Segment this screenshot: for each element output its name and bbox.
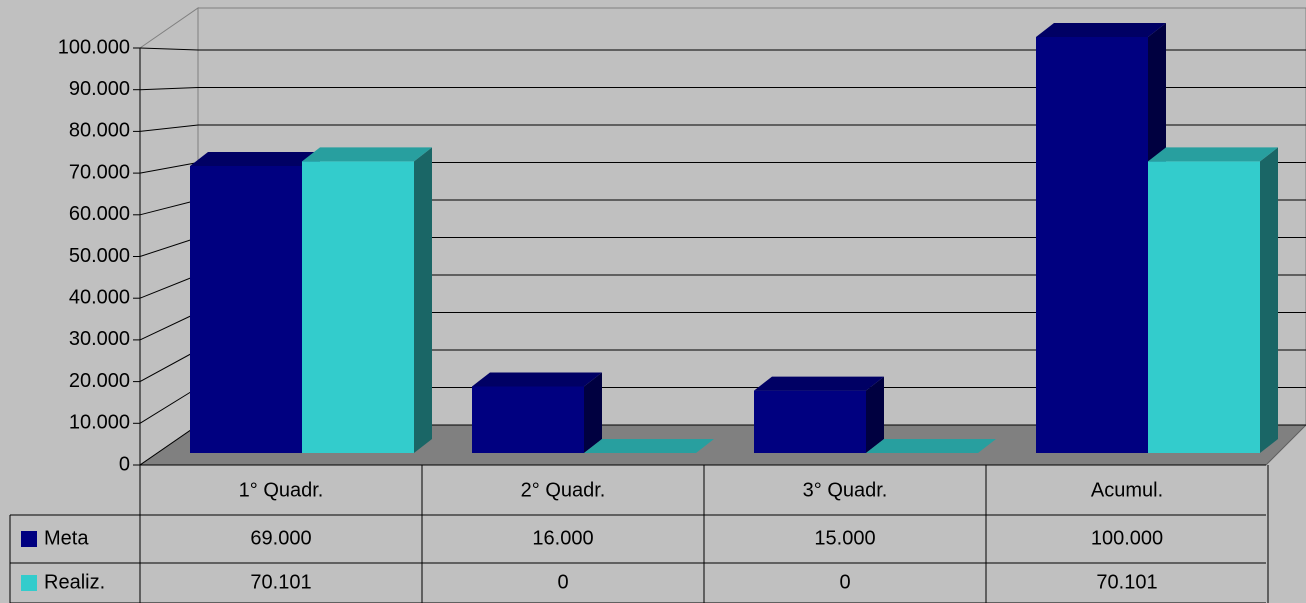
bars (190, 23, 1278, 454)
bar-side (1260, 147, 1278, 454)
bar-top (754, 376, 884, 391)
table-value: 16.000 (532, 527, 593, 549)
y-tick-label: 20.000 (69, 370, 130, 392)
legend-swatch (21, 575, 37, 591)
side-wall (139, 7, 199, 466)
y-tick-label: 40.000 (69, 286, 130, 308)
grid-line-side (139, 162, 199, 174)
y-tick-label: 10.000 (69, 412, 130, 434)
bar (190, 165, 302, 453)
bar (1036, 37, 1148, 453)
grid-line-side (139, 124, 199, 132)
grid-line-side (139, 387, 199, 424)
y-tick-label: 100.000 (58, 36, 130, 58)
bar (472, 386, 584, 453)
bar-side (866, 376, 884, 453)
y-tick-label: 0 (119, 453, 130, 475)
bar (1148, 161, 1260, 454)
legend-label: Realiz. (44, 571, 105, 593)
bar-top (190, 151, 320, 166)
data-table: 1° Quadr. 2° Quadr. 3° Quadr. Acumul. Meta 69… (9, 464, 1269, 603)
bar-top (1036, 23, 1166, 37)
table-value: 70.101 (1096, 571, 1157, 593)
table-value: 0 (839, 571, 850, 593)
bar-top (584, 439, 714, 453)
grid-line-side (139, 274, 199, 299)
category-label: 1° Quadr. (239, 479, 324, 501)
category-label: 3° Quadr. (803, 479, 888, 501)
grid-line-side (139, 199, 199, 216)
y-tick-label: 30.000 (69, 328, 130, 350)
category-label: Acumul. (1091, 479, 1163, 501)
bar-top (302, 147, 432, 162)
bar (302, 161, 414, 454)
y-tick-label: 70.000 (69, 161, 130, 183)
bar (754, 390, 866, 453)
legend-swatch (21, 531, 37, 547)
y-tick-label: 50.000 (69, 245, 130, 267)
y-tick-label: 60.000 (69, 203, 130, 225)
bar-top (866, 439, 996, 453)
y-tick-label: 90.000 (69, 78, 130, 100)
bar-top (472, 372, 602, 387)
table-value: 0 (557, 571, 568, 593)
grid-line-side (139, 237, 199, 257)
grid-line-side (139, 87, 199, 91)
table-value: 100.000 (1091, 527, 1163, 549)
table-value: 15.000 (814, 527, 875, 549)
y-tick-label: 80.000 (69, 120, 130, 142)
bar-side (414, 147, 432, 454)
bar-top (1148, 147, 1278, 162)
table-value: 69.000 (250, 527, 311, 549)
grid-line-side (139, 424, 199, 466)
legend-label: Meta (44, 527, 89, 549)
category-label: 2° Quadr. (521, 479, 606, 501)
table-value: 70.101 (250, 571, 311, 593)
grid-line-side (139, 312, 199, 341)
grid-line-side (139, 349, 199, 383)
grid-line-side (139, 47, 199, 51)
bar-side (584, 372, 602, 453)
